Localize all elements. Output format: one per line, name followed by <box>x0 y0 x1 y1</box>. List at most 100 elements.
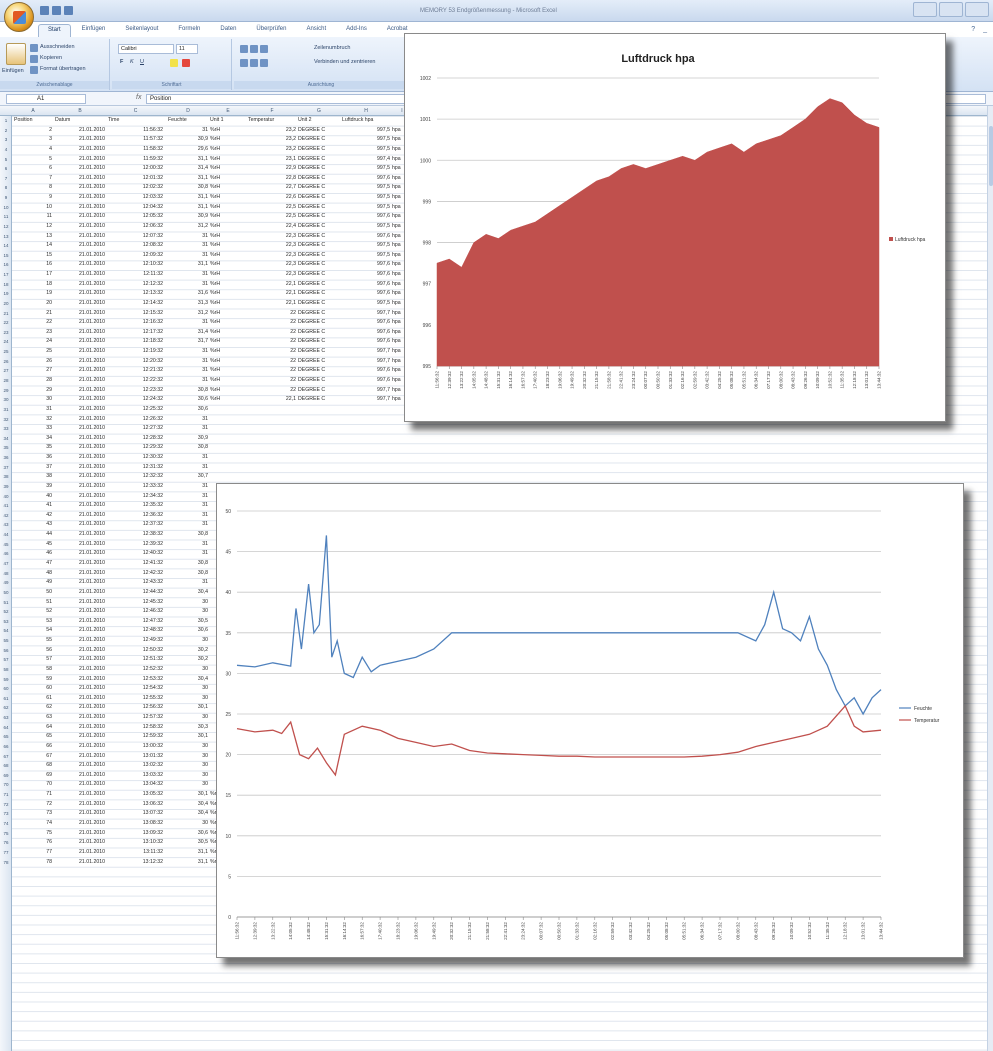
table-cell[interactable]: %rH <box>210 184 221 191</box>
table-cell[interactable]: hpa <box>392 213 401 220</box>
row-header[interactable]: 53 <box>3 618 9 624</box>
table-cell[interactable]: 13:11:32 <box>143 848 163 855</box>
row-header[interactable]: 50 <box>3 589 9 595</box>
table-cell[interactable]: 31 <box>202 367 208 374</box>
tab-ueberpruefen[interactable]: Überprüfen <box>256 26 287 32</box>
table-cell[interactable]: hpa <box>392 299 401 306</box>
table-cell[interactable]: 997,6 <box>377 174 390 181</box>
table-cell[interactable]: 30,8 <box>197 569 208 576</box>
table-cell[interactable]: 12:14:32 <box>142 299 163 306</box>
table-cell[interactable]: 19 <box>46 290 52 297</box>
header-cell[interactable]: Feuchte <box>168 117 187 123</box>
table-cell[interactable]: %rH <box>210 858 246 867</box>
header-cell[interactable]: Unit 2 <box>298 117 312 123</box>
table-cell[interactable]: 13:08:32 <box>142 819 163 826</box>
table-cell[interactable]: hpa <box>392 377 401 383</box>
table-cell[interactable]: 30,5 <box>197 617 208 624</box>
table-cell[interactable]: hpa <box>392 194 401 201</box>
table-cell[interactable]: 22 <box>290 319 296 326</box>
row-header[interactable]: 24 <box>3 339 9 345</box>
fill-color-icon[interactable] <box>170 59 178 67</box>
table-cell[interactable]: DEGREE C <box>298 338 326 345</box>
table-cell[interactable]: 21.01.2010 <box>79 136 105 143</box>
table-cell[interactable]: 22 <box>290 309 296 316</box>
table-cell[interactable]: 21.01.2010 <box>79 733 105 740</box>
table-cell[interactable]: 60 <box>46 685 52 692</box>
table-cell[interactable]: 21.01.2010 <box>79 126 105 133</box>
table-cell[interactable]: 11:58:32 <box>143 145 163 152</box>
table-cell[interactable]: 77 <box>46 848 52 855</box>
table-cell[interactable]: 997,5 <box>377 299 390 306</box>
table-cell[interactable]: 21.01.2010 <box>79 377 105 383</box>
table-cell[interactable]: 69 <box>46 771 52 778</box>
table-cell[interactable]: hpa <box>392 222 401 229</box>
table-cell[interactable]: 52 <box>46 608 52 615</box>
table-cell[interactable]: 997,6 <box>377 213 390 220</box>
redo-icon[interactable] <box>64 6 73 15</box>
table-cell[interactable]: 76 <box>46 839 52 846</box>
table-cell[interactable]: 31 <box>202 511 208 518</box>
table-cell[interactable]: hpa <box>392 242 401 249</box>
copy-icon[interactable] <box>30 55 38 63</box>
table-cell[interactable]: DEGREE C <box>298 367 326 374</box>
table-cell[interactable]: hpa <box>392 280 401 287</box>
table-cell[interactable]: 33 <box>46 425 52 432</box>
table-cell[interactable]: 21.01.2010 <box>79 386 105 393</box>
table-cell[interactable]: 31,6 <box>197 290 208 297</box>
table-cell[interactable]: DEGREE C <box>298 377 326 383</box>
table-cell[interactable]: 997,6 <box>377 338 390 345</box>
row-header[interactable]: 31 <box>3 406 9 412</box>
tab-add-ins[interactable]: Add-Ins <box>346 26 367 32</box>
row-header[interactable]: 65 <box>3 734 9 740</box>
table-cell[interactable]: 12:38:32 <box>142 531 163 538</box>
table-cell[interactable]: 21.01.2010 <box>79 675 105 682</box>
table-cell[interactable]: 5 <box>49 155 52 162</box>
row-header[interactable]: 62 <box>3 705 9 711</box>
table-cell[interactable]: 21.01.2010 <box>79 521 105 528</box>
table-cell[interactable]: 31 <box>202 482 208 489</box>
table-cell[interactable]: 997,6 <box>377 319 390 326</box>
table-cell[interactable]: 23,2 <box>285 126 296 133</box>
table-cell[interactable]: 21.01.2010 <box>79 348 105 355</box>
table-cell[interactable]: 21.01.2010 <box>79 579 105 586</box>
table-cell[interactable]: 30 <box>202 819 208 826</box>
table-cell[interactable]: 21.01.2010 <box>79 694 105 701</box>
table-cell[interactable]: DEGREE C <box>298 396 326 403</box>
table-cell[interactable]: 12:26:32 <box>142 415 163 422</box>
row-header[interactable]: 43 <box>3 522 9 528</box>
table-cell[interactable]: 17 <box>46 271 52 278</box>
table-cell[interactable]: 12:20:32 <box>142 357 163 364</box>
table-cell[interactable]: 21.01.2010 <box>79 328 105 335</box>
table-cell[interactable]: %rH <box>210 309 221 316</box>
table-cell[interactable]: %rH <box>210 800 246 809</box>
table-cell[interactable]: 21.01.2010 <box>79 174 105 181</box>
column-header[interactable]: D <box>186 108 190 114</box>
table-cell[interactable]: 21.01.2010 <box>79 550 105 557</box>
table-cell[interactable]: 12:11:32 <box>143 271 163 278</box>
row-header[interactable]: 35 <box>3 445 9 451</box>
table-cell[interactable]: 12:34:32 <box>142 492 163 499</box>
table-cell[interactable]: 35 <box>46 444 52 451</box>
table-cell[interactable]: 30,7 <box>197 473 208 480</box>
table-cell[interactable]: 31 <box>202 319 208 326</box>
row-header[interactable]: 48 <box>3 570 9 576</box>
table-cell[interactable]: 21.01.2010 <box>79 357 105 364</box>
row-header[interactable]: 45 <box>3 541 9 547</box>
table-cell[interactable]: 72 <box>46 800 52 807</box>
table-cell[interactable]: 13:12:32 <box>142 858 163 865</box>
row-header[interactable]: 32 <box>3 416 9 422</box>
row-header[interactable]: 67 <box>3 753 9 759</box>
tab-start[interactable]: Start <box>38 24 71 37</box>
row-header[interactable]: 17 <box>3 272 9 278</box>
table-cell[interactable]: 12:45:32 <box>142 598 163 605</box>
header-cell[interactable]: Datum <box>55 117 71 123</box>
table-cell[interactable]: 30,8 <box>197 386 208 393</box>
table-cell[interactable]: 31 <box>202 348 208 355</box>
table-cell[interactable]: 21.01.2010 <box>79 714 105 721</box>
table-cell[interactable]: DEGREE C <box>298 222 326 229</box>
table-cell[interactable]: 4 <box>49 145 52 152</box>
table-cell[interactable]: 30 <box>202 771 208 778</box>
row-header[interactable]: 20 <box>3 300 9 306</box>
table-cell[interactable]: 12:23:32 <box>142 386 163 393</box>
table-cell[interactable]: 12:22:32 <box>142 377 163 383</box>
